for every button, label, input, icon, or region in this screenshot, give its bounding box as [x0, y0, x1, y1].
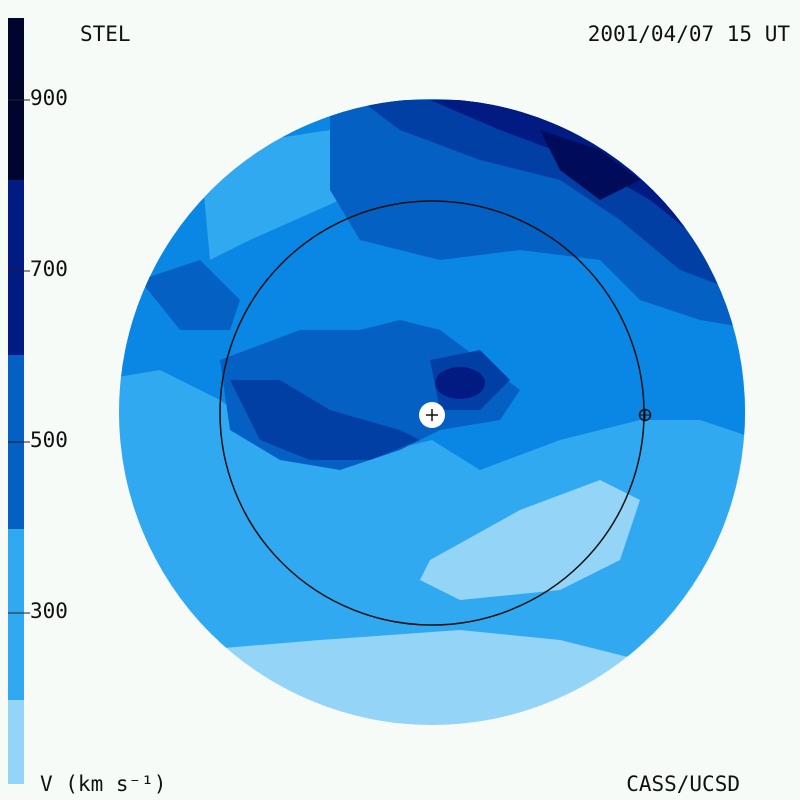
region-lightest-patch	[420, 480, 640, 600]
colorbar-tick-label: 700	[30, 257, 68, 281]
credit-label: CASS/UCSD	[626, 772, 740, 796]
colorbar	[8, 18, 30, 784]
colorbar-tick-label: 900	[30, 86, 68, 110]
colorbar-band	[8, 180, 24, 355]
colorbar-band	[8, 529, 24, 700]
colorbar-units-label: V (km s⁻¹)	[40, 772, 167, 796]
colorbar-band	[8, 700, 24, 784]
colorbar-band	[8, 18, 24, 180]
region-dark	[140, 260, 240, 330]
region-darker	[230, 380, 420, 460]
colorbar-tick-label: 300	[30, 599, 68, 623]
sun-marker	[419, 402, 445, 428]
earth-orbit	[219, 200, 645, 626]
colorbar-tick-label: 500	[30, 428, 68, 452]
region-extreme	[540, 130, 640, 200]
source-label: STEL	[80, 22, 131, 46]
earth-marker	[638, 408, 652, 422]
region-darkest-core	[435, 367, 485, 399]
timestamp-label: 2001/04/07 15 UT	[587, 22, 790, 46]
